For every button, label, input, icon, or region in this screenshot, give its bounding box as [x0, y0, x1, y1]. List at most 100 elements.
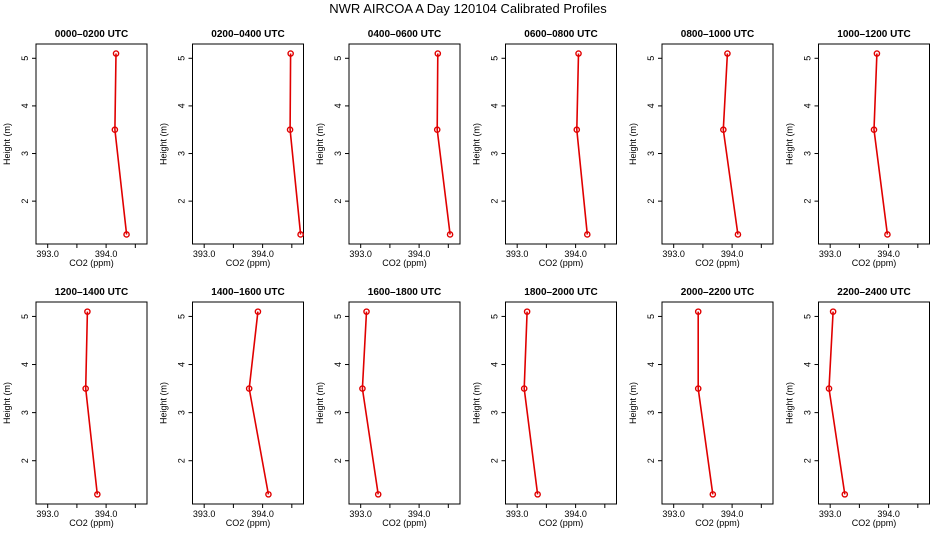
panel-9-data-point: [359, 385, 366, 392]
panel-4-xlabel: CO2 (ppm): [539, 258, 584, 268]
panel-11-frame: [661, 301, 774, 505]
panel-9-series-line: [361, 311, 379, 495]
panel-7-xtick-label: 394.0: [95, 509, 118, 519]
panel-1-data-point: [112, 50, 120, 57]
panel-5-data-point: [720, 126, 727, 134]
panel-1-data-point: [111, 126, 119, 134]
panel-12-ytick-label: 2: [803, 458, 813, 463]
panel-11-ytick-label: 3: [646, 410, 656, 415]
panel-4-series-line: [575, 53, 589, 235]
panel-12-xtick-label: 394.0: [877, 509, 900, 519]
panel-4-data-point: [573, 126, 581, 134]
panel-6-ytick-label: 4: [803, 103, 813, 108]
panel-8-ytick-label: 5: [177, 314, 187, 319]
panel-5-xtick-label: 393.0: [662, 249, 685, 259]
panel-4-xtick-label: 393.0: [506, 249, 529, 259]
panel-1-ytick-label: 3: [20, 151, 30, 156]
panel-10-frame: [505, 301, 617, 505]
panel-5-ytick-label: 2: [646, 199, 656, 204]
panel-5-ytick-label: 5: [646, 56, 656, 61]
panel-9-ytick-label: 5: [333, 314, 343, 319]
panel-10-xtick-label: 393.0: [506, 509, 529, 519]
panel-8-xtick-label: 394.0: [251, 509, 274, 519]
panel-6-ytick-label: 2: [803, 199, 813, 204]
panel-4-ytick-label: 2: [490, 199, 500, 204]
panel-7-xtick-label: 393.0: [36, 509, 59, 519]
panel-10-xlabel: CO2 (ppm): [539, 518, 584, 528]
panel-7-data-point: [84, 308, 91, 315]
panel-12-data-point: [829, 308, 837, 315]
panel-3-ytick-label: 2: [333, 199, 343, 204]
panel-2-data-point: [297, 231, 304, 238]
panel-2-ytick-label: 3: [177, 151, 187, 156]
panel-10-ytick-label: 3: [490, 410, 500, 415]
panel-11-ytick-label: 5: [646, 314, 656, 319]
panel-8-xtick-label: 393.0: [193, 509, 216, 519]
panel-5-ylabel: Height (m): [628, 123, 638, 165]
panel-9-data-point: [363, 308, 370, 315]
panel-3-series-line: [436, 53, 451, 235]
panel-11-data-point: [694, 385, 702, 392]
panel-3-data-point: [434, 50, 442, 57]
panel-7-data-point: [82, 385, 89, 392]
panel-10-data-point: [520, 385, 528, 392]
panel-4-data-point: [575, 50, 582, 57]
panel-1-ytick-label: 5: [20, 56, 30, 61]
panel-6-xlabel: CO2 (ppm): [852, 258, 897, 268]
panel-1-ytick-label: 4: [20, 103, 30, 108]
panel-6-xtick-label: 394.0: [877, 249, 900, 259]
panel-6-series-line: [873, 53, 889, 235]
panel-7-ytick-label: 2: [20, 458, 30, 463]
panel-8-xlabel: CO2 (ppm): [226, 518, 271, 528]
panel-6-ylabel: Height (m): [785, 123, 795, 165]
panel-2-series-line: [289, 53, 302, 235]
panel-10-xtick-label: 394.0: [564, 509, 587, 519]
panel-3-xtick-label: 394.0: [408, 249, 431, 259]
panel-10-ytick-label: 2: [490, 458, 500, 463]
panel-9-ytick-label: 4: [333, 362, 343, 367]
panel-1-xtick-label: 393.0: [36, 249, 59, 259]
panel-3-ytick-label: 5: [333, 56, 343, 61]
panel-9-title: 1600–1800 UTC: [368, 287, 441, 298]
panel-9-xtick-label: 393.0: [349, 509, 372, 519]
panel-12-xtick-label: 393.0: [819, 509, 842, 519]
panel-7-data-point: [94, 491, 101, 498]
panel-11-xtick-label: 394.0: [721, 509, 744, 519]
panel-2-data-point: [287, 50, 294, 57]
panel-4-xtick-label: 394.0: [564, 249, 587, 259]
panel-6-title: 1000–1200 UTC: [837, 29, 910, 40]
panel-4-frame: [505, 43, 617, 245]
panel-11-xtick-label: 393.0: [662, 509, 685, 519]
panel-7-series-line: [84, 311, 99, 495]
panel-12-data-point: [825, 385, 833, 392]
panel-7-frame: [35, 301, 148, 505]
panel-10-title: 1800–2000 UTC: [524, 287, 597, 298]
panel-5-series-line: [722, 53, 739, 235]
panel-11-title: 2000–2200 UTC: [681, 287, 754, 298]
panel-8-data-point: [265, 491, 272, 498]
panel-1-ytick-label: 2: [20, 199, 30, 204]
panel-2-ylabel: Height (m): [159, 123, 169, 165]
panel-8-title: 1400–1600 UTC: [211, 287, 284, 298]
panel-5-xlabel: CO2 (ppm): [695, 258, 740, 268]
panel-3-frame: [348, 43, 461, 245]
panel-2-xlabel: CO2 (ppm): [226, 258, 271, 268]
panel-11-series-line: [697, 311, 714, 495]
panel-8-data-point: [254, 308, 262, 315]
panel-6-data-point: [873, 50, 881, 57]
panel-11-ylabel: Height (m): [628, 382, 638, 424]
panel-1-xtick-label: 394.0: [95, 249, 118, 259]
panel-2-ytick-label: 2: [177, 199, 187, 204]
panel-5-data-point: [724, 50, 731, 57]
panel-2-ytick-label: 5: [177, 56, 187, 61]
panel-12-series-line: [828, 311, 846, 495]
panel-10-series-line: [523, 311, 539, 495]
panel-7-ylabel: Height (m): [2, 382, 12, 424]
panel-11-xlabel: CO2 (ppm): [695, 518, 740, 528]
panel-8-ytick-label: 3: [177, 410, 187, 415]
panel-4-ytick-label: 5: [490, 56, 500, 61]
panel-12-ytick-label: 5: [803, 314, 813, 319]
panel-12-ylabel: Height (m): [785, 382, 795, 424]
panel-3-ytick-label: 4: [333, 103, 343, 108]
